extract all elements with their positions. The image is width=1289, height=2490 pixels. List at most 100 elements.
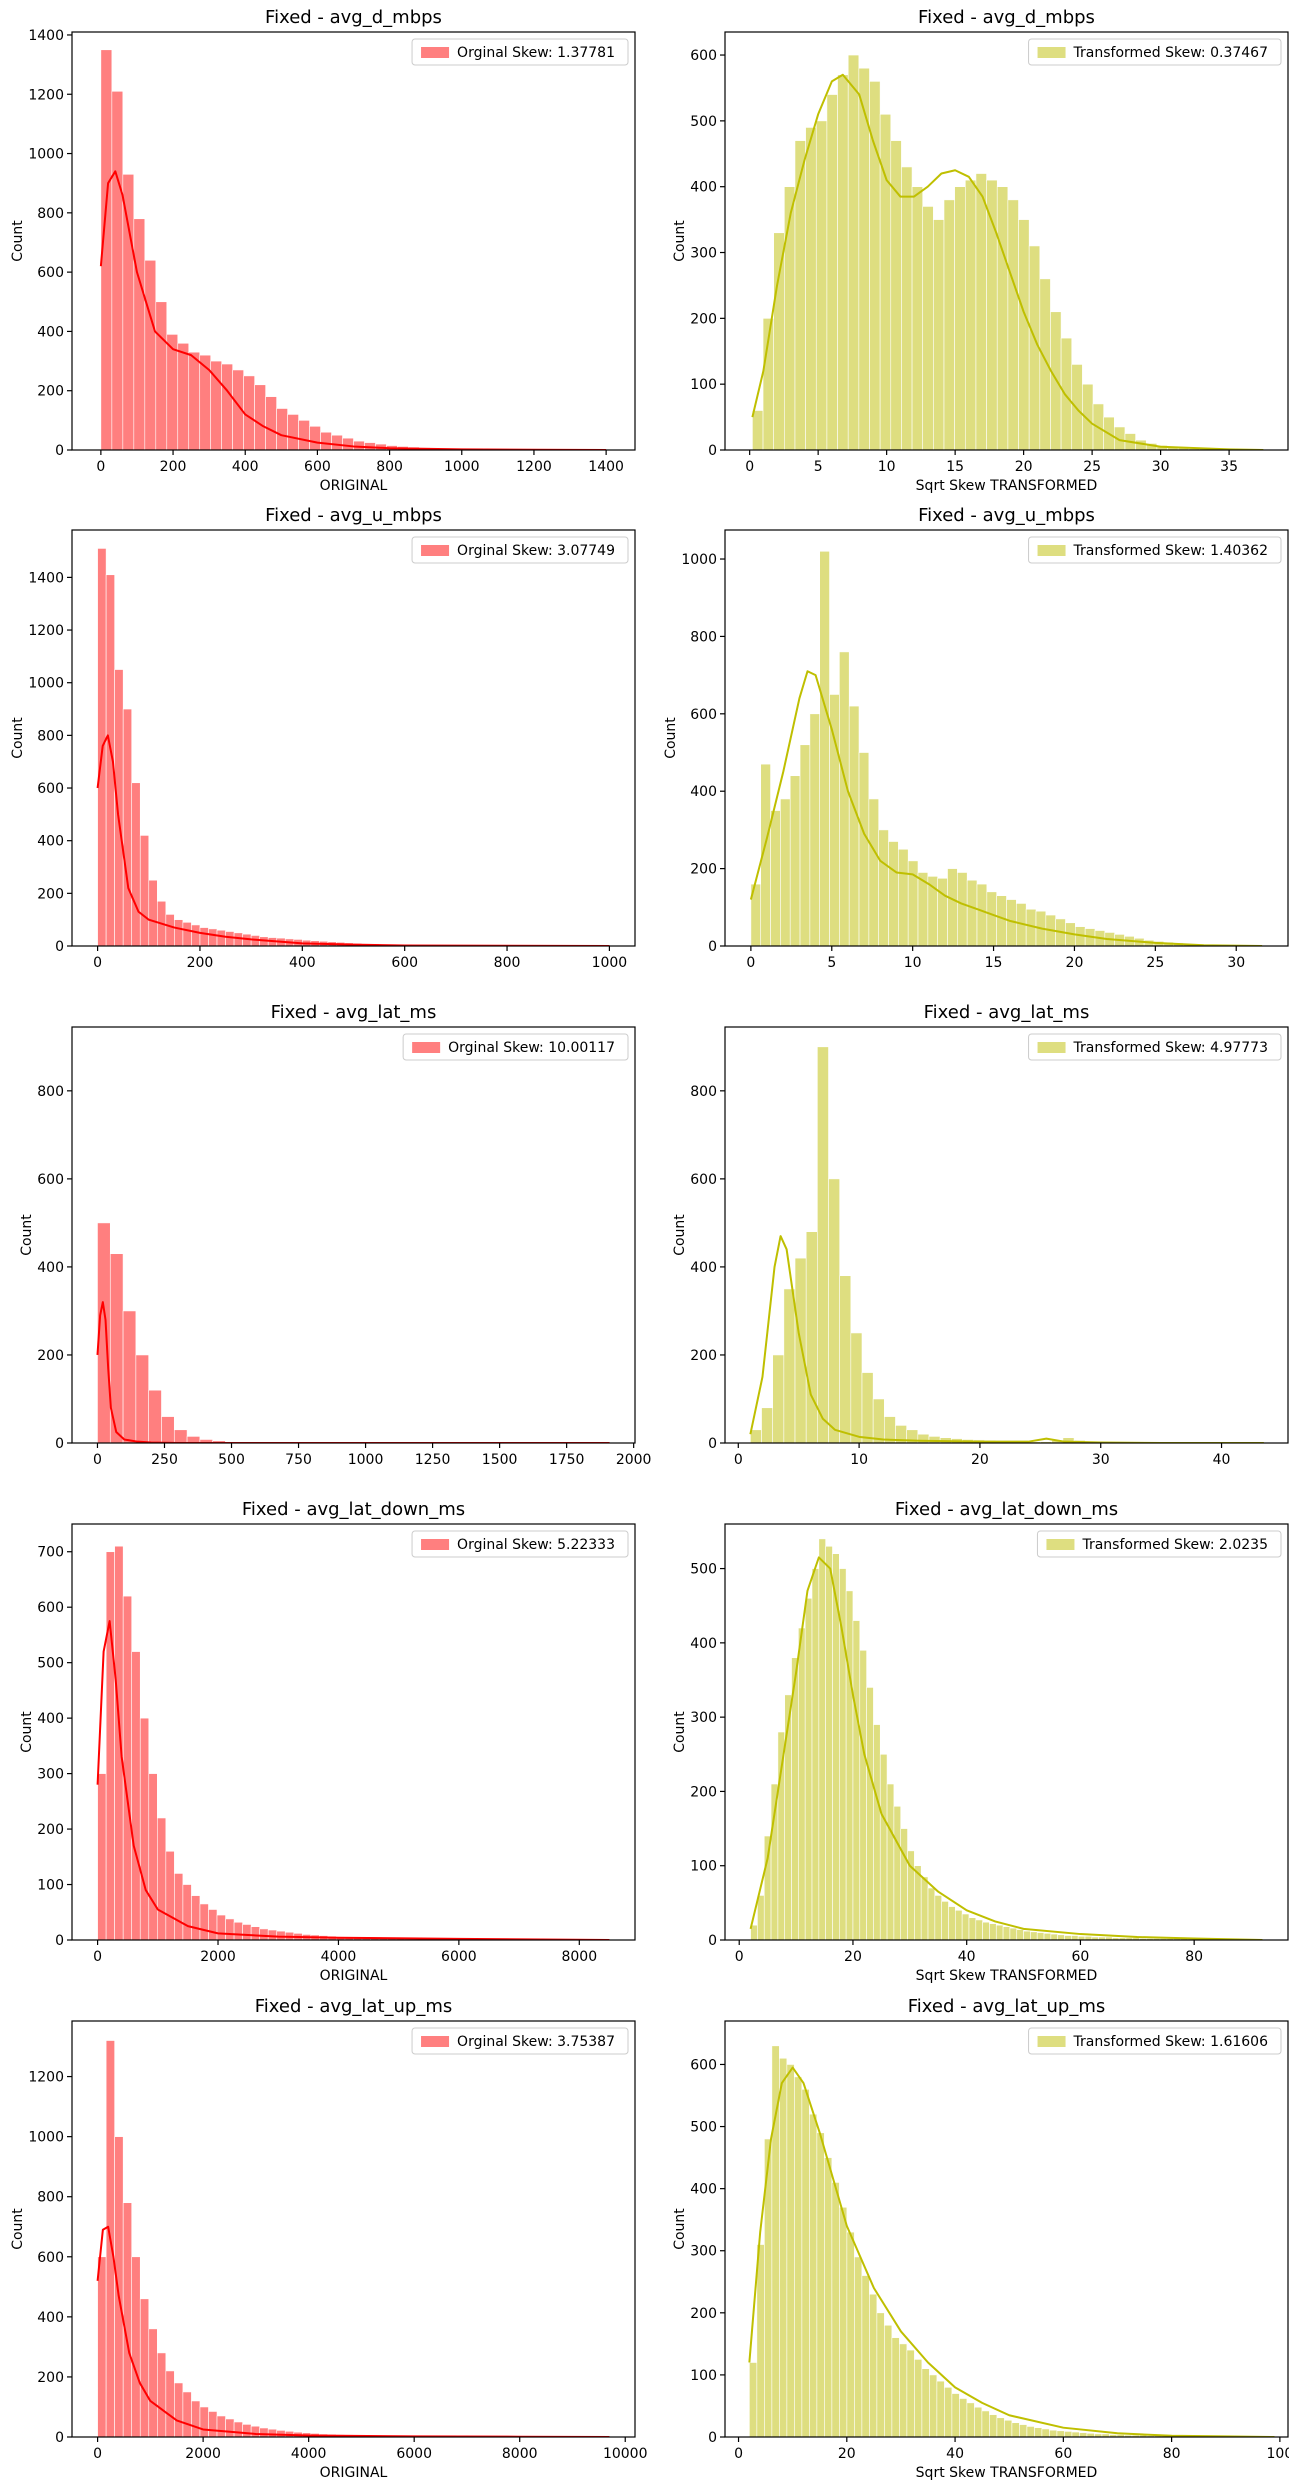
histogram-bar <box>784 186 796 450</box>
x-tick-label: 30 <box>1152 459 1170 475</box>
y-tick-label: 0 <box>708 1933 717 1949</box>
histogram-bar <box>254 384 266 450</box>
kde-curve <box>96 2225 610 2437</box>
histogram-bars <box>97 1222 610 1443</box>
histogram-bar <box>131 782 141 946</box>
histogram-bar <box>157 1817 167 1940</box>
histogram-bar <box>947 868 958 946</box>
x-tick-label: 1500 <box>482 1452 518 1468</box>
y-tick-label: 200 <box>37 1348 64 1364</box>
histogram-bar <box>974 2406 983 2437</box>
histogram-bar <box>848 705 860 946</box>
legend-swatch <box>421 1539 450 1550</box>
x-axis-label: ORIGINAL <box>320 1968 388 1984</box>
x-axis-label: Sqrt Skew TRANSFORMED <box>916 2465 1098 2481</box>
y-tick-label: 600 <box>690 1172 717 1188</box>
histogram-bar <box>1050 1933 1058 1940</box>
histogram-bar <box>996 186 1009 450</box>
histogram-bar <box>1026 2426 1035 2437</box>
chart-panel-7: 0 2000 4000 6000 8000 0 100 200 300 400 500 600 700 F… <box>19 1499 636 1984</box>
histogram-bar <box>809 713 821 946</box>
x-tick-label: 20 <box>1066 955 1084 971</box>
x-tick-label: 6000 <box>441 1949 477 1965</box>
legend-label: Transformed Skew: 2.0235 <box>1081 1537 1268 1553</box>
x-tick-label: 1000 <box>444 459 480 475</box>
x-tick-label: 1750 <box>549 1452 585 1468</box>
histogram-bar <box>242 2424 252 2437</box>
histogram-bar <box>1036 1932 1045 1940</box>
y-tick-label: 1200 <box>28 2070 64 2086</box>
histogram-bar <box>893 1805 902 1940</box>
legend-box <box>411 1530 629 1558</box>
legend-swatch <box>1037 545 1066 556</box>
histogram-bar <box>957 872 968 946</box>
histogram-bar <box>975 1919 983 1940</box>
histogram-bar <box>761 1407 773 1443</box>
histogram-bar <box>936 2380 945 2437</box>
histogram-bar <box>861 1372 874 1443</box>
histogram-bar <box>309 425 321 450</box>
y-tick-label: 0 <box>708 1436 717 1452</box>
histogram-bar <box>267 1929 278 1940</box>
x-tick-label: 60 <box>1054 2446 1072 2462</box>
histogram-bar <box>161 1416 175 1443</box>
legend-swatch <box>421 47 450 58</box>
y-tick-label: 200 <box>37 886 64 902</box>
histogram-bar <box>208 928 218 946</box>
histogram-bar <box>267 2428 278 2437</box>
histogram-bar <box>801 2088 810 2437</box>
x-tick-label: 400 <box>232 459 259 475</box>
histogram-bar <box>825 1545 833 1940</box>
x-tick-label: 80 <box>1163 2446 1181 2462</box>
x-axis-label: ORIGINAL <box>320 2465 388 2481</box>
y-tick-label: 200 <box>690 862 717 878</box>
histogram-bar <box>794 2076 803 2437</box>
histogram-bar <box>831 2182 840 2437</box>
histogram-bar <box>878 829 889 946</box>
histogram-bar <box>298 420 310 450</box>
histogram-bar <box>828 1178 840 1443</box>
x-tick-label: 0 <box>93 2446 102 2462</box>
histogram-bar <box>148 1389 162 1443</box>
histogram-bar <box>891 2337 900 2437</box>
histogram-bar <box>225 931 235 946</box>
histogram-bar <box>773 232 785 450</box>
legend-box <box>1028 536 1282 564</box>
histogram-bar <box>191 1895 201 1940</box>
histogram-bar <box>233 1921 243 1940</box>
histogram-bar <box>259 2427 269 2437</box>
legend-box <box>411 2027 629 2055</box>
y-tick-label: 1000 <box>681 552 717 568</box>
y-tick-label: 800 <box>37 206 64 222</box>
y-axis-label: Count <box>672 1711 688 1753</box>
legend: Transformed Skew: 1.61606 <box>1028 2027 1282 2055</box>
legend-label: Transformed Skew: 1.40362 <box>1073 543 1268 559</box>
histogram-bar <box>216 1914 226 1940</box>
legend-label: Orginal Skew: 5.22333 <box>457 1537 615 1553</box>
x-tick-label: 30 <box>1227 955 1245 971</box>
y-axis-label: Count <box>10 2208 26 2250</box>
x-tick-label: 0 <box>734 2446 743 2462</box>
histogram-bar <box>866 1687 874 1940</box>
histogram-bar <box>174 919 184 946</box>
histogram-bar <box>995 1924 1004 1940</box>
histogram-bar <box>921 2368 930 2437</box>
histogram-bar <box>144 259 157 450</box>
plot-frame <box>724 31 1289 451</box>
histogram-bar <box>1030 1931 1038 1940</box>
legend: Transformed Skew: 1.40362 <box>1028 536 1282 564</box>
chart-title: Fixed - avg_lat_down_ms <box>895 1499 1118 1520</box>
histogram-bar <box>320 431 332 450</box>
chart-title: Fixed - avg_lat_ms <box>924 1002 1090 1023</box>
histogram-bar <box>1018 219 1030 450</box>
histogram-bar <box>968 1917 977 1940</box>
histogram-bar <box>133 218 146 450</box>
chart-panel-4: 0 5 10 15 20 25 30 0 200 400 600 800 1000 Fixed - avg… <box>663 505 1289 971</box>
y-tick-label: 400 <box>37 1260 64 1276</box>
x-tick-label: 500 <box>218 1452 245 1468</box>
chart-panel-9: 0 2000 4000 6000 8000 10000 0 200 400 600 800 1000 1… <box>10 1996 648 2481</box>
y-tick-label: 800 <box>37 1084 64 1100</box>
histogram-bar <box>276 408 288 450</box>
histogram-bar <box>911 186 924 450</box>
y-tick-label: 1400 <box>28 570 64 586</box>
